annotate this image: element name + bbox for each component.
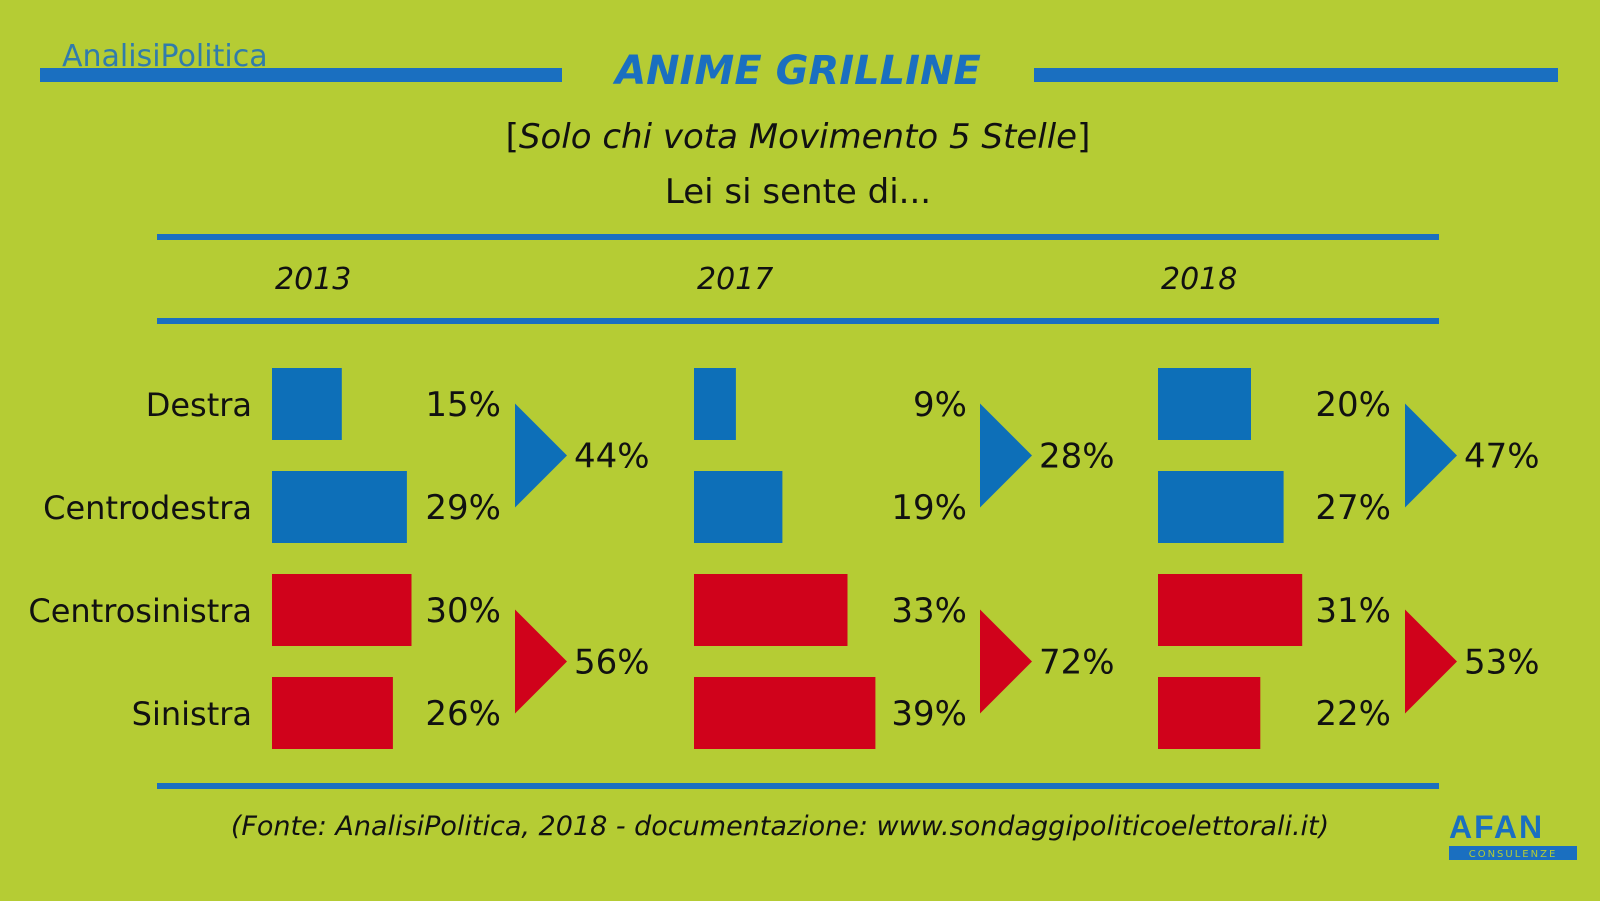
bar-2013-destra [272,368,342,440]
bar-2017-sinistra [694,677,876,749]
value-label-2013-destra: 15% [425,385,501,425]
subtitle-italic: Solo chi vota Movimento 5 Stelle [519,117,1077,157]
bar-2018-centrosinistra [1158,574,1303,646]
value-label-2017-centrosinistra: 33% [891,591,967,631]
value-label-2018-centrodestra: 27% [1315,488,1391,528]
value-labels: 15% 29% 30% 26% 9% 19% 33% 39% 20% 27% 31% 22% [425,385,1391,734]
chart-title: ANIME GRILLINE [612,48,981,94]
category-label-sinistra: Sinistra [132,695,252,733]
bar-2017-destra [694,368,736,440]
value-label-2018-sinistra: 22% [1315,694,1391,734]
table-rule-bottom [157,783,1439,789]
value-label-2013-centrosinistra: 30% [425,591,501,631]
header-rule-left [40,68,562,82]
category-label-destra: Destra [146,386,252,424]
table-rule-top [157,234,1439,240]
bar-2013-sinistra [272,677,393,749]
year-header-2013: 2013 [275,262,351,297]
total-arrow-2013-right [515,403,567,508]
value-label-2018-centrosinistra: 31% [1315,591,1391,631]
year-headers: 2013 2017 2018 [275,262,1237,297]
total-label-2017-left: 72% [1039,643,1115,683]
total-label-2013-left: 56% [574,643,650,683]
year-header-2017: 2017 [697,262,773,297]
total-label-2013-right: 44% [574,437,650,477]
bar-2018-centrodestra [1158,471,1284,543]
header-rule-right [1034,68,1558,82]
total-label-2017-right: 28% [1039,437,1115,477]
bar-2017-centrodestra [694,471,783,543]
subtitle-close-bracket: ] [1077,117,1090,157]
value-label-2017-sinistra: 39% [891,694,967,734]
total-arrow-2018-right [1405,403,1457,508]
subtitle-open-bracket: [ [506,117,519,157]
value-label-2018-destra: 20% [1315,385,1391,425]
total-arrow-2013-left [515,609,567,714]
chart-subtitle: [Solo chi vota Movimento 5 Stelle] [506,117,1091,157]
question-text: Lei si sente di... [665,172,931,212]
bars [272,368,1303,749]
total-arrow-2017-right [980,403,1032,508]
bar-2013-centrodestra [272,471,407,543]
bar-2018-destra [1158,368,1251,440]
category-label-centrosinistra: Centrosinistra [28,592,252,630]
value-label-2013-centrodestra: 29% [425,488,501,528]
bar-2013-centrosinistra [272,574,412,646]
brand-logo: AnalisiPolitica [62,39,268,74]
value-label-2017-destra: 9% [913,385,967,425]
total-label-2018-left: 53% [1464,643,1540,683]
year-header-2018: 2018 [1161,262,1237,297]
total-arrows: 44% 56% 28% 72% 47% 53% [515,403,1540,714]
afan-logo-bar [1449,846,1577,860]
total-label-2018-right: 47% [1464,437,1540,477]
afan-logo: AFAN CONSULENZE [1449,809,1577,860]
total-arrow-2018-left [1405,609,1457,714]
category-label-centrodestra: Centrodestra [43,489,252,527]
value-label-2013-sinistra: 26% [425,694,501,734]
value-label-2017-centrodestra: 19% [891,488,967,528]
table-rule-middle [157,318,1439,324]
total-arrow-2017-left [980,609,1032,714]
bar-2018-sinistra [1158,677,1261,749]
afan-logo-text: AFAN [1449,809,1544,845]
source-note: (Fonte: AnalisiPolitica, 2018 - document… [231,811,1329,842]
afan-logo-subtext: CONSULENZE [1469,849,1558,860]
category-labels: Destra Centrodestra Centrosinistra Sinistra [28,386,252,733]
bar-2017-centrosinistra [694,574,848,646]
